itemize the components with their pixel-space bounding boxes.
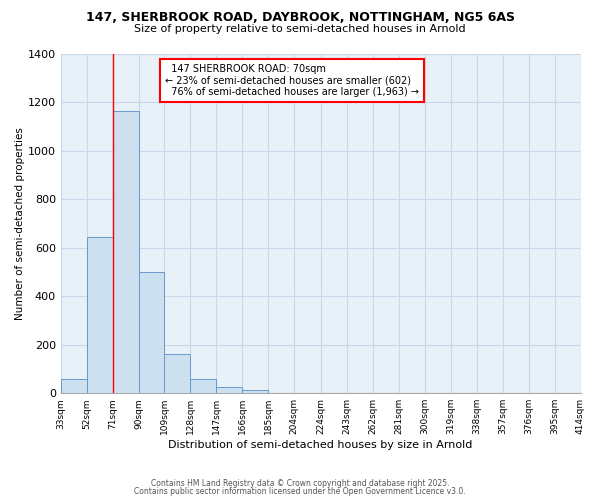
Text: Size of property relative to semi-detached houses in Arnold: Size of property relative to semi-detach… [134, 24, 466, 34]
Text: Contains HM Land Registry data © Crown copyright and database right 2025.: Contains HM Land Registry data © Crown c… [151, 478, 449, 488]
Bar [139, 272, 164, 393]
Bar [190, 378, 216, 393]
Bar [216, 387, 242, 393]
Bar [113, 111, 139, 393]
Text: 147 SHERBROOK ROAD: 70sqm
← 23% of semi-detached houses are smaller (602)
  76% : 147 SHERBROOK ROAD: 70sqm ← 23% of semi-… [165, 64, 419, 98]
Y-axis label: Number of semi-detached properties: Number of semi-detached properties [15, 127, 25, 320]
Bar [86, 237, 113, 393]
Text: 147, SHERBROOK ROAD, DAYBROOK, NOTTINGHAM, NG5 6AS: 147, SHERBROOK ROAD, DAYBROOK, NOTTINGHA… [86, 11, 515, 24]
Bar [242, 390, 268, 393]
Bar [164, 354, 190, 393]
Text: Contains public sector information licensed under the Open Government Licence v3: Contains public sector information licen… [134, 487, 466, 496]
X-axis label: Distribution of semi-detached houses by size in Arnold: Distribution of semi-detached houses by … [169, 440, 473, 450]
Bar [61, 378, 86, 393]
